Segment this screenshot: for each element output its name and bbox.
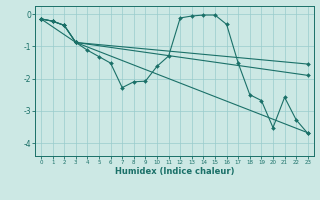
X-axis label: Humidex (Indice chaleur): Humidex (Indice chaleur) (115, 167, 234, 176)
